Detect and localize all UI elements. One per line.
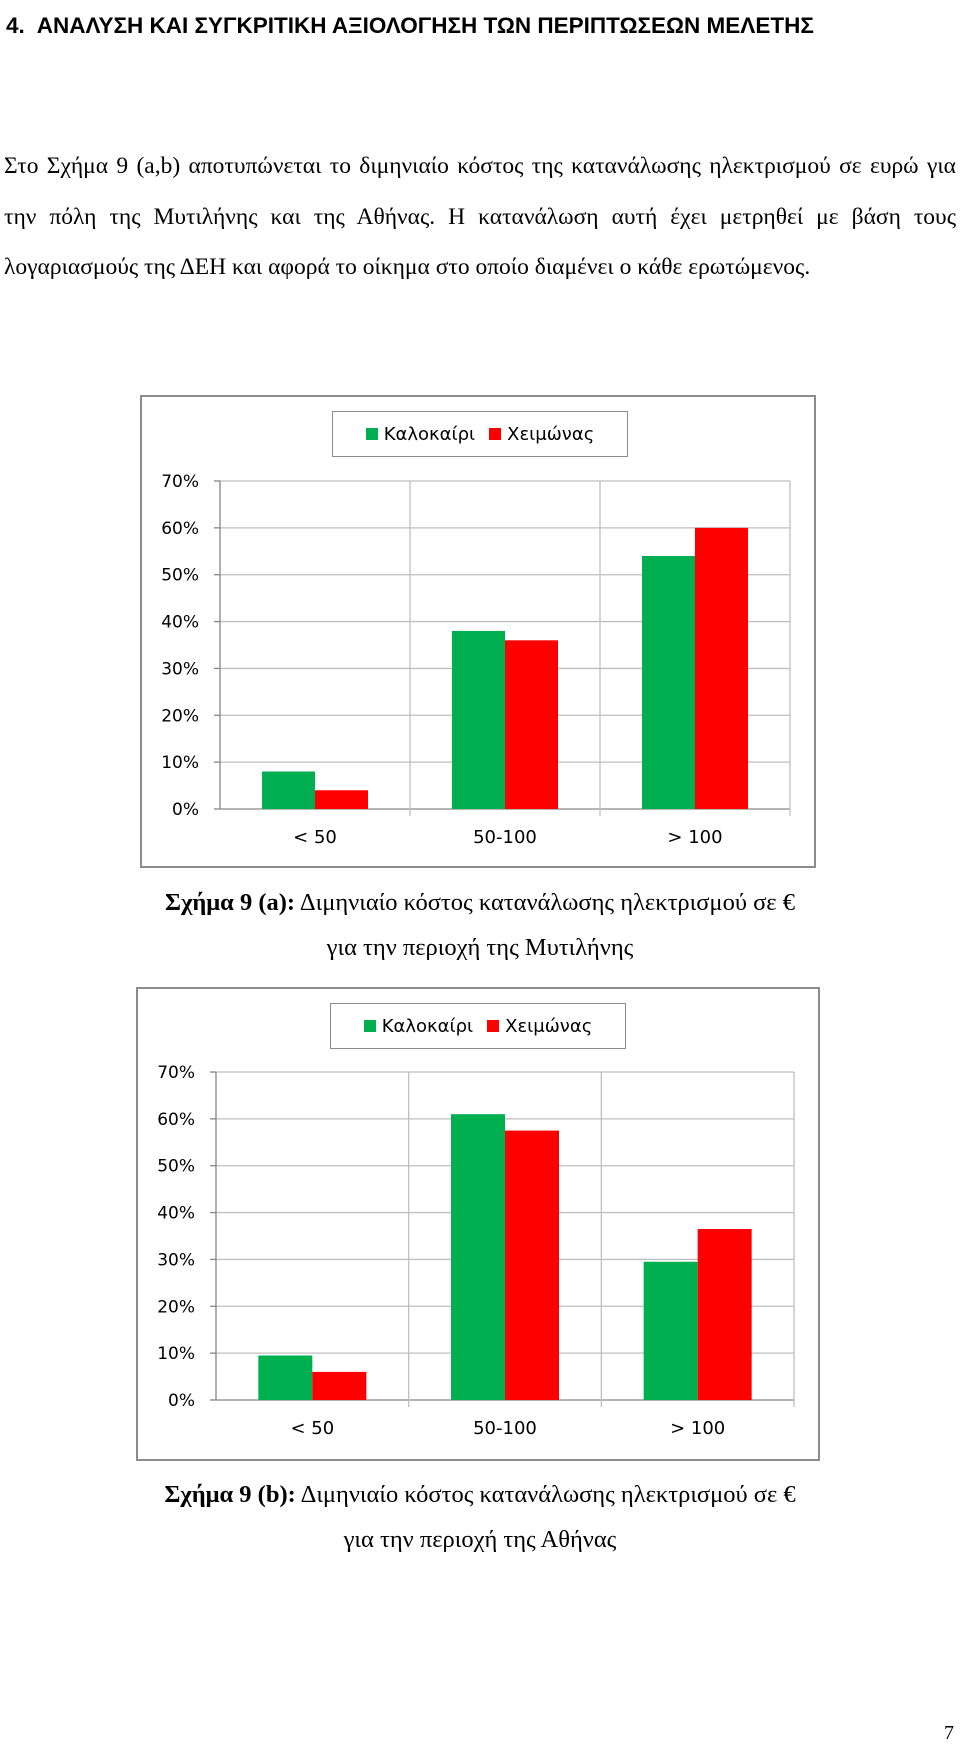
page-number: 7 xyxy=(944,1722,954,1744)
legend-item-summer: Καλοκαίρι xyxy=(363,1015,474,1037)
category-label: < 50 xyxy=(293,827,337,848)
y-tick-label: 70% xyxy=(157,1063,195,1083)
y-tick-label: 60% xyxy=(161,519,199,539)
caption-text-b: Διμηνιαίο κόστος κατανάλωσης ηλεκτρισμού… xyxy=(300,1481,796,1508)
bar-winter xyxy=(315,790,368,809)
y-tick-label: 60% xyxy=(157,1110,195,1130)
section-title: ΑΝΑΛΥΣΗ ΚΑΙ ΣΥΓΚΡΙΤΙΚΗ ΑΞΙΟΛΟΓΗΣΗ ΤΩΝ ΠΕ… xyxy=(36,13,814,38)
y-tick-label: 50% xyxy=(157,1157,195,1177)
bar-winter xyxy=(697,1228,752,1400)
y-tick-label: 20% xyxy=(157,1297,195,1317)
bar-summer xyxy=(642,555,695,809)
chart-legend: Καλοκαίρι Χειμώνας xyxy=(330,1003,626,1049)
y-tick-label: 10% xyxy=(161,753,199,773)
chart-plot: 0% 10% 20% 30% 40% 50% 60% 70% < 50 50-100 > 100 xyxy=(157,1063,795,1439)
bar-summer xyxy=(452,630,505,809)
bar-winter xyxy=(505,640,558,809)
legend-label-winter: Χειμώνας xyxy=(507,423,595,445)
bar-summer xyxy=(643,1261,698,1400)
y-tick-label: 20% xyxy=(161,706,199,726)
category-label: 50-100 xyxy=(473,1418,537,1439)
y-tick-label: 0% xyxy=(168,1391,195,1411)
bar-winter xyxy=(505,1130,559,1400)
legend-swatch-winter xyxy=(489,428,502,440)
y-tick-label: 70% xyxy=(161,472,199,492)
y-tick-label: 10% xyxy=(157,1344,195,1364)
chart-athens: Καλοκαίρι Χειμώνας 0% 10% 20% 30% 40% 50% 60% 7… xyxy=(136,987,820,1461)
bar-summer xyxy=(262,771,315,809)
category-label: < 50 xyxy=(290,1418,334,1439)
legend-label-summer: Καλοκαίρι xyxy=(381,1015,474,1037)
y-tick-label: 40% xyxy=(161,613,199,633)
y-tick-label: 30% xyxy=(161,659,199,679)
chart-mytilene: Καλοκαίρι Χειμώνας 0% 10% 20% 30% 40% 50% 60% 7… xyxy=(140,395,816,868)
legend-label-summer: Καλοκαίρι xyxy=(383,423,476,445)
bar-summer xyxy=(451,1114,505,1400)
body-paragraph: Στο Σχήμα 9 (a,b) αποτυπώνεται το διμηνι… xyxy=(4,153,956,280)
legend-item-summer: Καλοκαίρι xyxy=(365,423,476,445)
legend-item-winter: Χειμώνας xyxy=(487,1016,592,1037)
legend-item-winter: Χειμώνας xyxy=(489,424,594,445)
legend-swatch-winter xyxy=(487,1020,500,1032)
category-label: > 100 xyxy=(667,827,722,848)
y-tick-label: 30% xyxy=(157,1250,195,1270)
category-label: 50-100 xyxy=(473,827,537,848)
caption-text-a-line2: για την περιοχή της Μυτιλήνης xyxy=(326,934,634,961)
caption-text-a: Διμηνιαίο κόστος κατανάλωσης ηλεκτρισμού… xyxy=(299,889,795,916)
bar-winter xyxy=(695,527,748,809)
y-tick-label: 0% xyxy=(172,800,199,820)
section-heading: 4. ΑΝΑΛΥΣΗ ΚΑΙ ΣΥΓΚΡΙΤΙΚΗ ΑΞΙΟΛΟΓΗΣΗ ΤΩΝ … xyxy=(6,2,954,50)
caption-text-b-line2: για την περιοχή της Αθήνας xyxy=(343,1526,617,1553)
y-tick-label: 40% xyxy=(157,1204,195,1224)
legend-swatch-summer xyxy=(363,1020,376,1032)
chart-legend: Καλοκαίρι Χειμώνας xyxy=(332,411,628,457)
figure-caption-a: Σχήμα 9 (a): Διμηνιαίο κόστος κατανάλωση… xyxy=(0,880,960,970)
caption-label-a: Σχήμα 9 (a): xyxy=(165,889,296,916)
y-tick-label: 50% xyxy=(161,566,199,586)
bar-winter xyxy=(312,1371,367,1400)
caption-label-b: Σχήμα 9 (b): xyxy=(164,1481,296,1508)
legend-label-winter: Χειμώνας xyxy=(505,1015,593,1037)
section-number: 4. xyxy=(6,13,25,38)
figure-caption-b: Σχήμα 9 (b): Διμηνιαίο κόστος κατανάλωση… xyxy=(0,1472,960,1562)
bar-summer xyxy=(258,1355,313,1400)
category-label: > 100 xyxy=(670,1418,725,1439)
legend-swatch-summer xyxy=(365,428,378,440)
chart-plot: 0% 10% 20% 30% 40% 50% 60% 70% < 50 50-100 > 100 xyxy=(161,472,791,848)
